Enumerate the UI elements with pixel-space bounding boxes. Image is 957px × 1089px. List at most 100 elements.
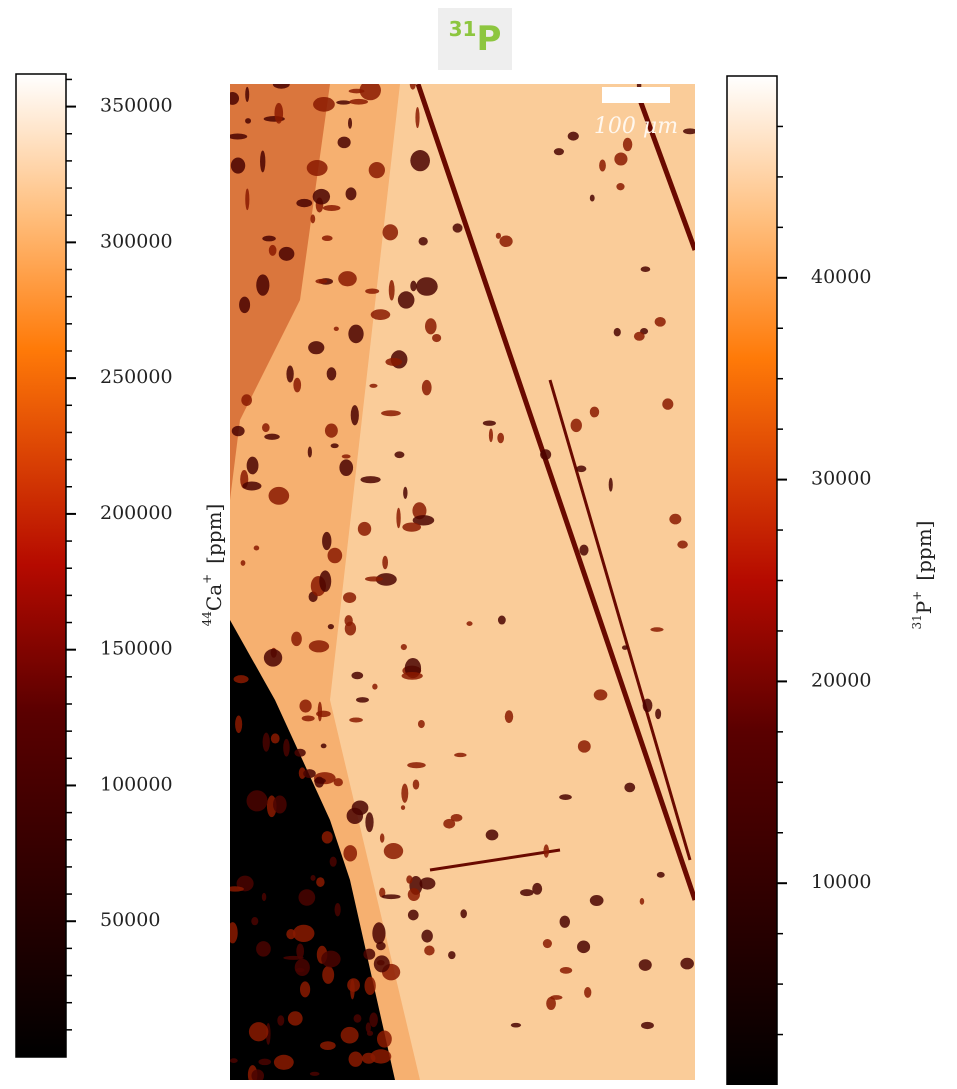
map-spot [401,672,423,680]
map-spot [385,357,403,366]
map-spot [410,150,430,172]
map-spot [264,433,280,440]
map-spot [577,940,591,954]
map-spot [348,324,364,344]
map-spot [401,783,409,803]
map-spot [584,986,592,998]
colorbar-label: 44Ca+ [ppm] [200,504,226,627]
map-spot [333,778,343,787]
colorbar-label-element: P [912,601,936,614]
map-spot [570,418,582,433]
map-spot [308,640,330,653]
map-spot [245,86,250,102]
colorbar-label-charge: + [200,574,214,584]
colorbar-tick-label: 10000 [811,871,871,893]
map-spot [357,521,372,536]
map-spot [319,570,332,592]
map-spot [655,708,662,720]
map-spot [543,844,550,858]
map-spot [326,367,337,381]
map-spot [394,451,405,459]
map-spot [450,814,463,822]
map-spot [424,318,437,335]
map-spot [322,531,332,551]
colorbar-label-unit: [ppm] [202,504,226,564]
map-spot [553,148,564,156]
map-spot [412,779,420,790]
map-spot [497,432,505,444]
map-spot [383,843,404,860]
map-spot [356,697,369,703]
map-spot [314,777,326,784]
map-spot [327,624,334,630]
map-spot [550,995,563,1000]
colorbar-tick-label: 300000 [100,230,173,252]
map-spot [540,449,552,460]
colorbar-tick-label: 50000 [100,909,160,931]
colorbar-tick-label: 30000 [811,468,871,490]
map-spot [278,246,295,261]
title-superscript: 31 [449,17,477,41]
map-spot [320,743,327,749]
map-spot [559,794,572,801]
map-spot [303,769,316,779]
map-spot [274,102,284,124]
map-spot [240,560,246,566]
map-spot [407,762,426,769]
map-spot [230,92,240,105]
map-spot [432,333,442,343]
map-spot [268,244,277,256]
colorbar-tick-label: 350000 [100,95,173,117]
title-main: P [476,19,501,59]
map-spot [294,748,306,757]
map-spot [230,157,246,174]
map-spot [633,331,645,341]
map-spot [261,892,267,902]
map-spot [299,699,312,713]
map-spot [308,341,325,355]
map-spot [349,98,369,105]
map-spot [402,522,422,532]
map-spot [419,877,436,890]
map-spot [347,978,360,992]
map-spot [406,875,413,884]
map-spot [372,922,386,945]
map-spot [546,996,556,1011]
map-spot [298,767,306,779]
map-spot [313,96,335,112]
title-box [438,8,512,70]
map-spot [409,84,416,90]
map-spot [382,224,399,241]
map-spot [379,833,385,843]
map-spot [669,513,682,525]
map-crack [415,84,695,901]
map-spot [256,274,270,296]
map-spot [351,800,369,816]
map-spot [337,136,351,149]
map-spot [520,889,534,897]
map-spot [239,296,251,314]
map-spot [388,280,395,301]
map-spot [245,188,250,211]
colorbar-label-isotope: 44 [200,611,214,627]
map-spot [273,795,287,814]
map-spot [364,976,376,996]
map-spot [370,309,391,320]
map-spot [241,394,252,407]
map-spot [310,875,316,881]
map-spot [338,271,357,287]
map-spot [349,717,363,723]
map-spot [662,398,674,410]
map-spot [589,194,595,202]
map-spot [485,829,499,841]
map-spot [230,133,248,140]
map-spot [454,752,467,758]
map-spot [277,1015,285,1026]
map-spot [363,948,376,960]
map-spot [421,929,433,943]
map-spot [317,701,323,722]
map-spot [246,790,268,812]
map-spot [321,235,333,242]
map-spot [683,128,695,135]
map-spot [497,615,506,625]
